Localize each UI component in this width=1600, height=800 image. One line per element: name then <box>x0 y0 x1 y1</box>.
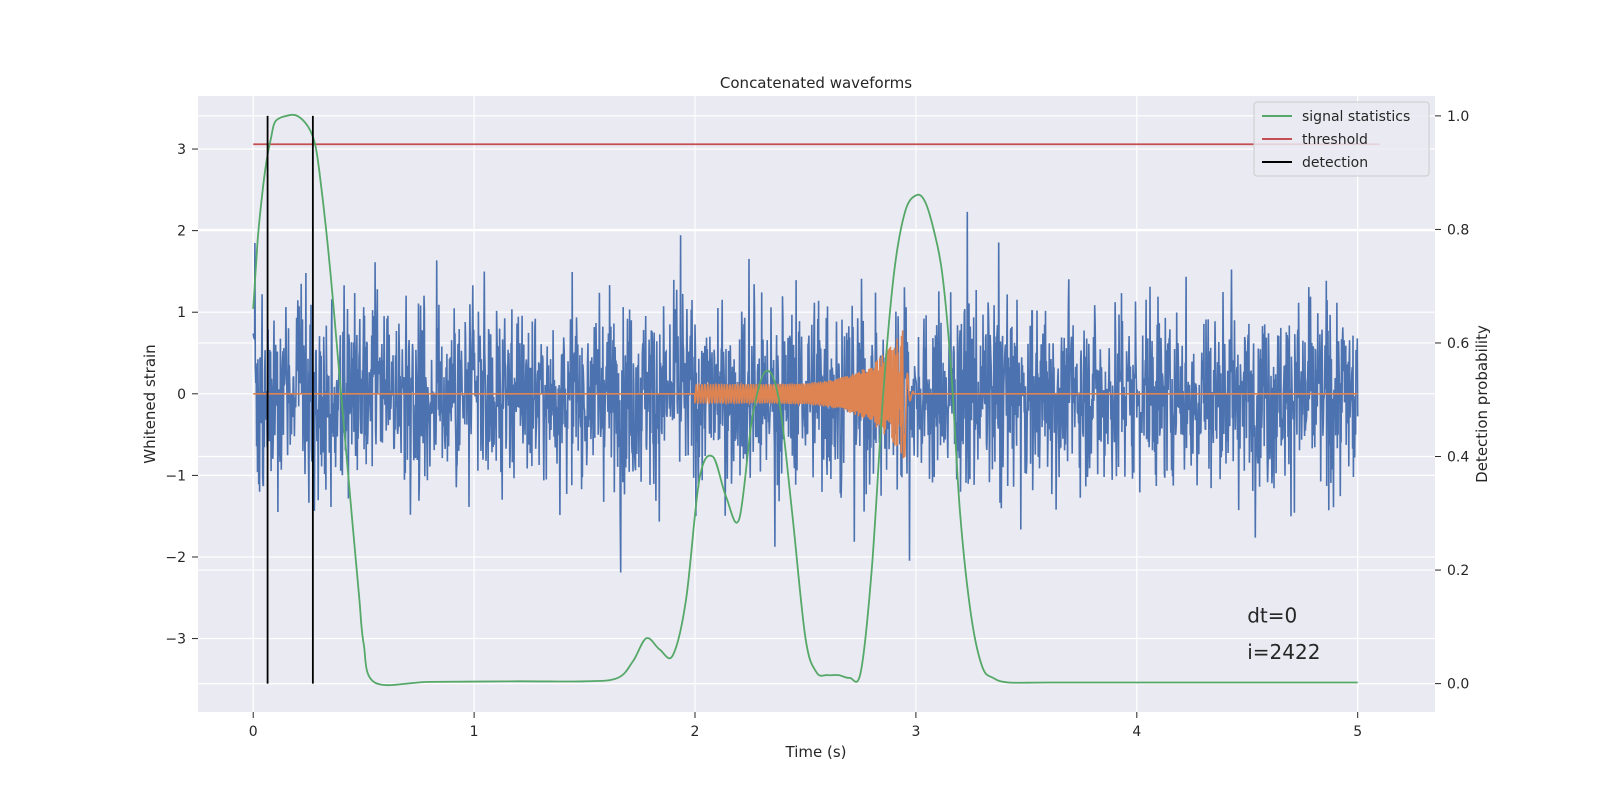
axis-ticks: 0 1 2 3 4 5 −3 −2 −1 0 1 2 3 0.0 0.2 0.4 0.6 0.8 1.0 <box>165 109 1469 740</box>
y-axis-label: Whitened strain <box>141 344 159 463</box>
waveform-line <box>253 330 1358 459</box>
y2-tick-label: 0.4 <box>1447 450 1469 466</box>
x-tick-label: 5 <box>1353 724 1362 740</box>
y-tick-label: 0 <box>177 387 186 403</box>
y-tick-label: 2 <box>177 224 186 240</box>
x-tick-label: 2 <box>691 724 700 740</box>
legend-box <box>1253 101 1430 177</box>
noise-line <box>252 211 1359 573</box>
x-tick-label: 3 <box>911 724 920 740</box>
x-tick-label: 1 <box>470 724 479 740</box>
y-tick-label: −1 <box>165 468 186 484</box>
y2-tick-label: 0.6 <box>1447 336 1469 352</box>
y-tick-label: −3 <box>165 632 186 648</box>
annotation-text: i=2422 <box>1247 640 1320 664</box>
statistics-line <box>252 113 1358 687</box>
noise-series <box>252 211 1359 573</box>
y-tick-label: −2 <box>165 550 186 566</box>
legend-label-statistics: signal statistics <box>1302 109 1410 125</box>
x-tick-label: 0 <box>249 724 258 740</box>
y2-axis-label: Detection probability <box>1473 325 1491 483</box>
chart-title: Concatenated waveforms <box>720 74 912 92</box>
y2-tick-label: 0.0 <box>1447 677 1469 693</box>
y2-tick-label: 0.2 <box>1447 563 1469 579</box>
statistics-series <box>252 113 1358 687</box>
legend: signal statistics threshold detection <box>1253 101 1430 177</box>
legend-label-threshold: threshold <box>1302 132 1368 148</box>
y-tick-label: 3 <box>177 142 186 158</box>
y2-tick-label: 0.8 <box>1447 222 1469 238</box>
x-axis-label: Time (s) <box>785 743 847 761</box>
waveform-series <box>253 330 1358 459</box>
annotations: dt=0 i=2422 <box>1247 603 1320 664</box>
detection-series <box>266 115 314 684</box>
y-tick-label: 1 <box>177 305 186 321</box>
y2-tick-label: 1.0 <box>1447 109 1469 125</box>
x-tick-label: 4 <box>1132 724 1141 740</box>
legend-label-detection: detection <box>1302 155 1368 171</box>
annotation-text: dt=0 <box>1247 603 1297 627</box>
